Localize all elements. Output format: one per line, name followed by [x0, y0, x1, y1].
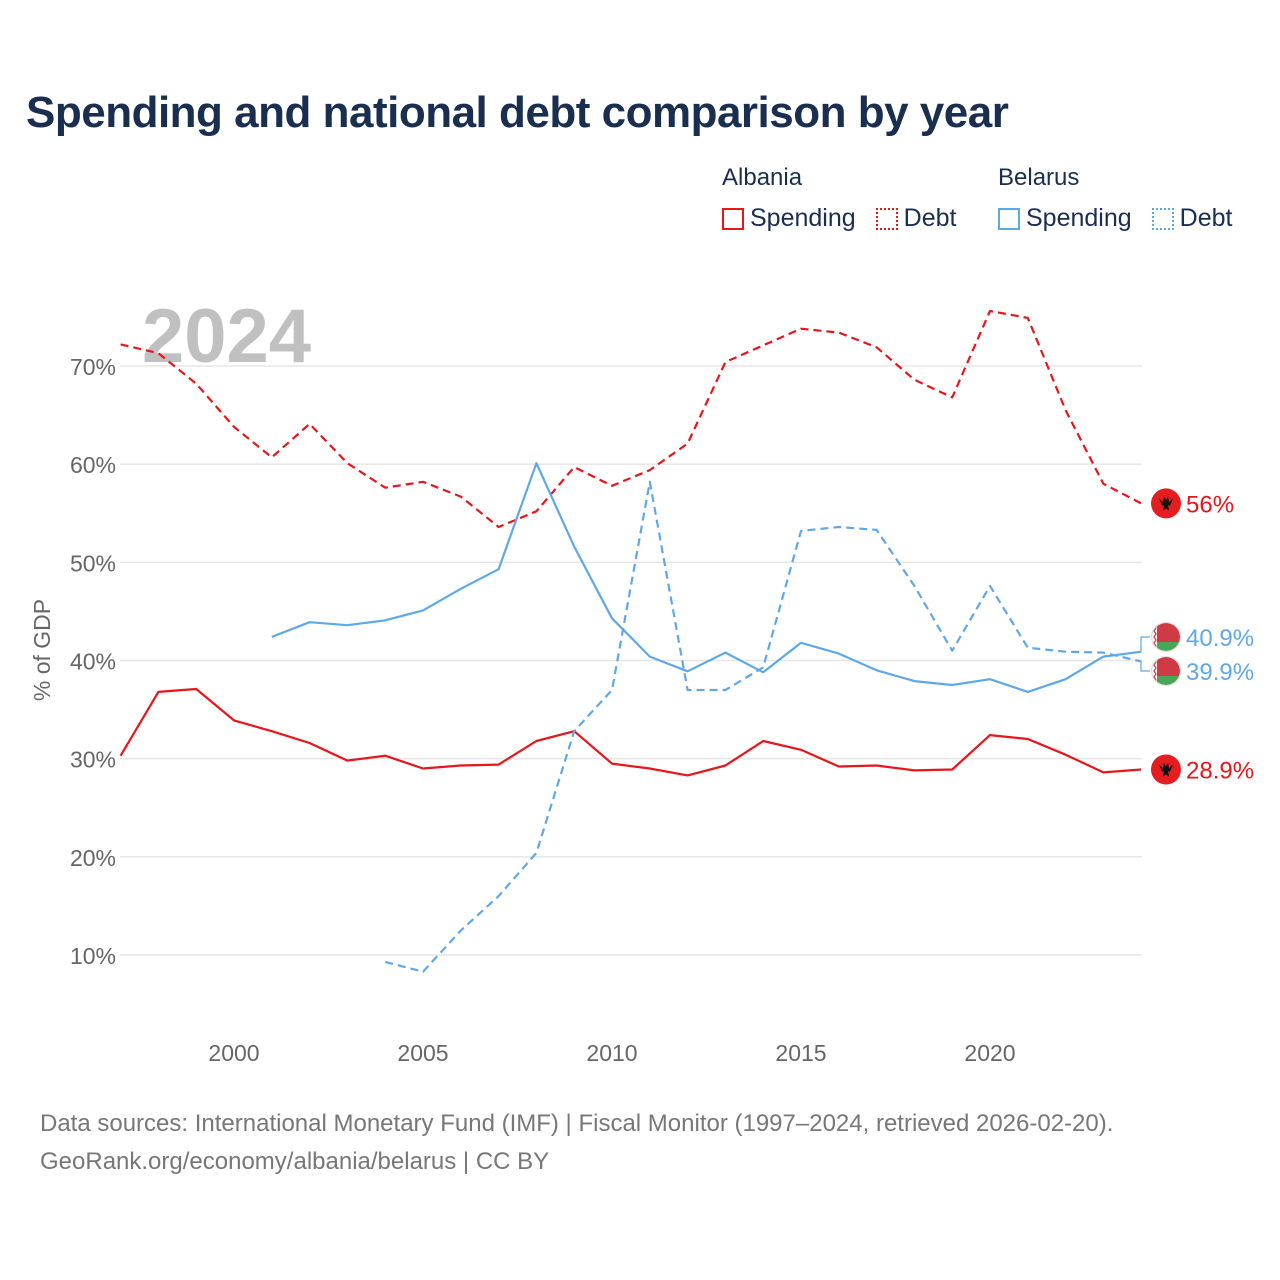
- x-tick-label: 2015: [775, 1040, 826, 1066]
- belarus-flag-icon: [1151, 622, 1181, 652]
- y-axis-label: % of GDP: [29, 599, 55, 701]
- legend-albania-debt-label: Debt: [903, 204, 957, 232]
- solid-line-swatch-icon: [722, 207, 744, 230]
- y-tick-label: 40%: [70, 649, 116, 675]
- albania-flag-icon: [1151, 754, 1181, 785]
- year-watermark: 2024: [142, 294, 311, 379]
- legend-country-albania: Albania: [722, 164, 803, 191]
- end-labels: 28.9% 56% 40.9% 39.9%: [1140, 488, 1254, 785]
- label-connector: [1140, 660, 1150, 672]
- legend-albania: Albania Spending Debt: [722, 162, 976, 233]
- y-tick-label: 60%: [70, 452, 116, 478]
- end-value-label: 39.9%: [1186, 659, 1254, 686]
- y-tick-label: 50%: [70, 550, 116, 576]
- footer: Data sources: International Monetary Fun…: [40, 1105, 1113, 1181]
- legend-country-belarus: Belarus: [998, 164, 1080, 191]
- belarus-debt-line[interactable]: [384, 480, 1142, 973]
- albania-spending-line[interactable]: [119, 687, 1142, 777]
- legend-albania-spending[interactable]: Spending: [722, 204, 856, 233]
- credit-link[interactable]: GeoRank.org/economy/albania/belarus | CC…: [40, 1148, 550, 1175]
- legend-belarus-spending[interactable]: Spending: [998, 204, 1132, 233]
- legend-albania-spending-label: Spending: [750, 204, 856, 232]
- legend-belarus: Belarus Spending Debt: [998, 162, 1252, 233]
- end-value-label: 56%: [1186, 491, 1234, 518]
- end-value-label: 28.9%: [1186, 757, 1254, 784]
- dotted-line-swatch-icon: [875, 207, 898, 230]
- data-source-note: Data sources: International Monetary Fun…: [40, 1110, 1114, 1137]
- dotted-line-swatch-icon: [1151, 207, 1174, 230]
- x-tick-label: 2005: [397, 1040, 448, 1066]
- label-connector: [1140, 636, 1150, 653]
- albania-flag-icon: [1151, 488, 1181, 519]
- x-tick-label: 2000: [208, 1040, 259, 1066]
- axes: 10% 20% 30% 40% 50% 60% 70% 2000 2005 2010 2015 202…: [29, 354, 1016, 1066]
- grid: [120, 365, 1142, 956]
- y-tick-label: 10%: [70, 943, 116, 969]
- legend-belarus-debt[interactable]: Debt: [1151, 204, 1233, 233]
- belarus-spending-line[interactable]: [271, 462, 1142, 694]
- y-tick-label: 20%: [70, 845, 116, 871]
- legend-albania-debt[interactable]: Debt: [875, 204, 957, 233]
- x-tick-label: 2020: [964, 1040, 1015, 1066]
- legend-belarus-debt-label: Debt: [1179, 204, 1233, 232]
- end-value-label: 40.9%: [1186, 625, 1254, 652]
- solid-line-swatch-icon: [998, 207, 1020, 230]
- x-tick-label: 2010: [586, 1040, 637, 1066]
- belarus-flag-icon: [1151, 656, 1181, 686]
- y-tick-label: 70%: [70, 354, 116, 380]
- legend-belarus-spending-label: Spending: [1026, 204, 1132, 232]
- chart-title: Spending and national debt comparison by…: [26, 88, 1009, 137]
- y-tick-label: 30%: [70, 747, 116, 773]
- series: [119, 309, 1142, 973]
